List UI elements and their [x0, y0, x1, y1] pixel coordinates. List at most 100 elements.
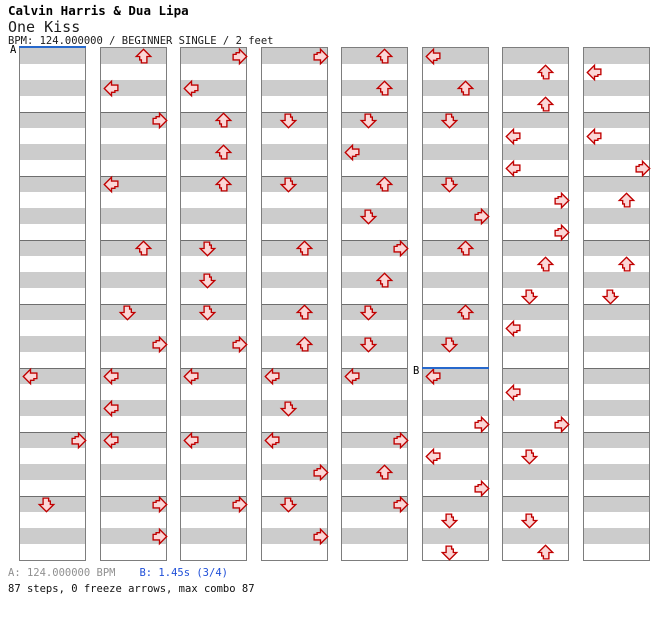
beat-row: [20, 208, 85, 224]
beat-row: [584, 48, 649, 64]
beat-row: [423, 320, 488, 336]
beat-row: [181, 208, 246, 224]
beat-row: [423, 400, 488, 416]
beat-row: [423, 160, 488, 176]
beat-row: [181, 224, 246, 240]
beat-row: [181, 192, 246, 208]
segment-marker-line-a: [19, 46, 86, 48]
note-arrow-right: [151, 527, 168, 545]
beat-row: [503, 336, 568, 352]
beat-row: [584, 416, 649, 432]
note-arrow-up: [456, 239, 474, 257]
note-arrow-left: [504, 159, 522, 177]
beat-row: [101, 176, 166, 192]
beat-row: [584, 80, 649, 96]
beat-row: [101, 144, 166, 160]
beat-row: [584, 384, 649, 400]
note-arrow-up: [536, 63, 554, 81]
segment-marker-label-a: A: [10, 44, 17, 56]
beat-row: [423, 352, 488, 368]
beat-row: [101, 432, 166, 448]
note-arrow-down: [198, 240, 216, 257]
beat-row: [584, 272, 649, 288]
note-arrow-down: [520, 288, 538, 305]
segment-info-line: A: 124.000000 BPM B: 1.45s (3/4): [8, 567, 228, 579]
beat-row: [20, 464, 85, 480]
note-arrow-down: [279, 400, 297, 417]
beat-row: [20, 352, 85, 368]
beat-row: [101, 320, 166, 336]
beat-row: [423, 288, 488, 304]
beat-row: [181, 544, 246, 560]
note-arrow-up: [536, 255, 554, 273]
beat-row: [262, 192, 327, 208]
note-arrow-left: [263, 367, 281, 385]
beat-row: [262, 464, 327, 480]
beat-row: [342, 192, 407, 208]
note-arrow-down: [279, 112, 297, 129]
note-arrow-left: [504, 383, 522, 401]
note-arrow-left: [21, 367, 39, 385]
beat-row: [101, 416, 166, 432]
beat-row: [342, 512, 407, 528]
beat-row: [20, 384, 85, 400]
note-arrow-left: [182, 79, 200, 97]
note-arrow-up: [295, 303, 313, 321]
beat-row: [262, 208, 327, 224]
note-arrow-right: [634, 159, 651, 177]
beat-row: [262, 416, 327, 432]
note-arrow-up: [214, 143, 232, 161]
beat-row: [342, 352, 407, 368]
beat-row: [20, 144, 85, 160]
beat-row: [342, 272, 407, 288]
beat-row: [181, 64, 246, 80]
beat-row: [584, 400, 649, 416]
note-arrow-up: [617, 191, 635, 209]
beat-row: [101, 192, 166, 208]
beat-row: [584, 544, 649, 560]
segment-b-label: B: 1.45s (3/4): [139, 567, 228, 579]
beat-row: [584, 256, 649, 272]
beat-row: [20, 64, 85, 80]
beat-row: [262, 384, 327, 400]
beat-row: [584, 176, 649, 192]
beat-row: [584, 304, 649, 320]
beat-row: [101, 368, 166, 384]
note-arrow-down: [440, 512, 458, 529]
beat-row: [20, 80, 85, 96]
beat-row: [503, 480, 568, 496]
note-arrow-left: [102, 175, 120, 193]
beat-row: [262, 80, 327, 96]
beat-row: [503, 64, 568, 80]
beat-row: [262, 240, 327, 256]
beat-row: [20, 160, 85, 176]
beat-row: [20, 416, 85, 432]
note-arrow-up: [456, 79, 474, 97]
beat-row: [262, 336, 327, 352]
beat-row: [342, 160, 407, 176]
chart-info-line: BPM: 124.000000 / BEGINNER SINGLE / 2 fe…: [8, 35, 274, 47]
beat-row: [101, 544, 166, 560]
beat-row: [20, 176, 85, 192]
beat-row: [503, 352, 568, 368]
note-arrow-down: [279, 496, 297, 513]
beat-row: [181, 432, 246, 448]
beat-row: [423, 208, 488, 224]
beat-row: [262, 144, 327, 160]
beat-row: [342, 384, 407, 400]
beat-row: [20, 368, 85, 384]
beat-row: [262, 544, 327, 560]
beat-row: [20, 432, 85, 448]
beat-row: [503, 544, 568, 560]
note-arrow-left: [263, 431, 281, 449]
beat-row: [181, 464, 246, 480]
beat-row: [342, 496, 407, 512]
beat-row: [101, 272, 166, 288]
beat-row: [20, 240, 85, 256]
note-arrow-up: [375, 463, 393, 481]
beat-row: [423, 224, 488, 240]
beat-row: [20, 320, 85, 336]
chart-column: [19, 47, 86, 561]
note-arrow-down: [279, 176, 297, 193]
